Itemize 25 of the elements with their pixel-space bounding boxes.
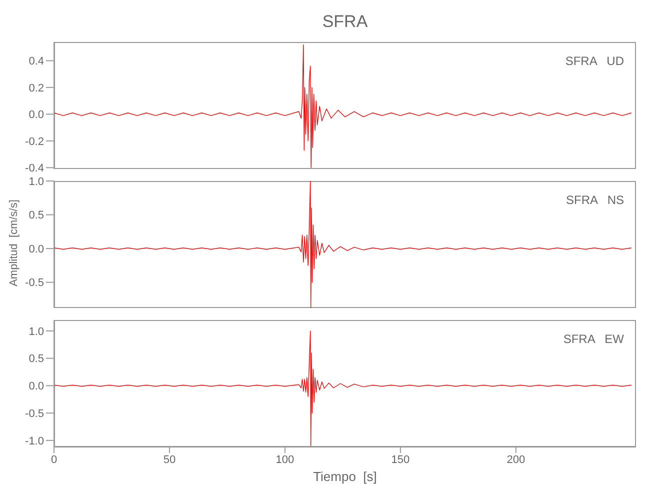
y-tick-label: -0.2 (25, 136, 44, 148)
x-axis-title: Tiempo [s] (312, 469, 378, 484)
x-tick-label: 100 (276, 454, 294, 466)
y-tick-label: 0.2 (28, 82, 44, 94)
y-tick-label: 1.0 (28, 176, 44, 188)
y-tick-label: 0.0 (28, 109, 44, 122)
annotation: SFRA NS (566, 193, 624, 207)
annotation: SFRA EW (563, 332, 624, 346)
y-axis-title: Amplitud [cm/s/s] (8, 198, 20, 288)
y-tick-label: 0.0 (28, 243, 44, 256)
y-tick-label: 0.0 (28, 380, 44, 393)
y-tick-label: -0.5 (25, 408, 44, 420)
chart-title: SFRA (321, 12, 369, 32)
y-tick-label: 1.0 (28, 326, 44, 338)
x-tick-label: 0 (50, 454, 58, 466)
x-tick-label: 150 (391, 454, 410, 466)
y-tick-label: 0.5 (28, 353, 44, 366)
y-tick-label: 0.5 (28, 210, 44, 222)
y-tick-label: -0.5 (25, 277, 44, 290)
x-tick-label: 50 (163, 454, 176, 466)
annotation: SFRA UD (565, 54, 624, 68)
x-tick-label: 200 (506, 454, 526, 466)
y-tick-label: 0.4 (28, 56, 44, 68)
y-tick-label: -1.0 (25, 435, 44, 448)
y-tick-label: -0.4 (25, 162, 44, 175)
